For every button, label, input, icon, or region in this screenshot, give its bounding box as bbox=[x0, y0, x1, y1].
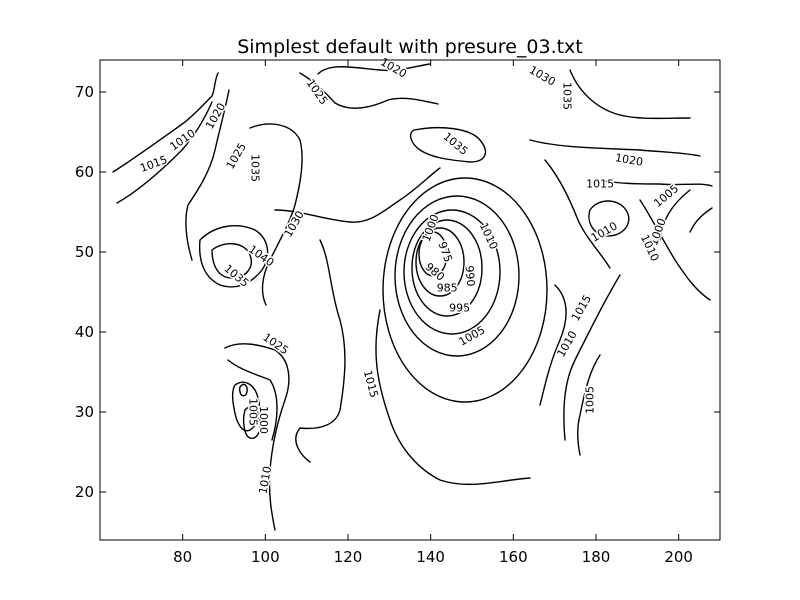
y-tick-label: 60 bbox=[75, 163, 94, 181]
x-tick-label: 140 bbox=[416, 548, 445, 566]
y-tick-label: 40 bbox=[75, 323, 94, 341]
contour-line bbox=[544, 159, 611, 269]
contour-line bbox=[224, 343, 290, 531]
x-tick-label: 180 bbox=[582, 548, 611, 566]
contour-line bbox=[529, 139, 701, 157]
y-tick-label: 50 bbox=[75, 243, 94, 261]
contour-line bbox=[403, 209, 501, 335]
contour-line bbox=[588, 200, 630, 237]
contour-line bbox=[227, 359, 278, 441]
contour-lines bbox=[112, 63, 713, 531]
contour-label: 995 bbox=[449, 302, 470, 315]
x-tick-label: 160 bbox=[499, 548, 528, 566]
contour-line bbox=[563, 274, 621, 441]
contour-label: 1005 bbox=[246, 398, 259, 426]
contour-line bbox=[639, 199, 711, 301]
contour-label: 990 bbox=[463, 265, 478, 287]
contour-line bbox=[238, 383, 248, 397]
contour-line bbox=[198, 224, 269, 288]
y-tick-label: 30 bbox=[75, 403, 94, 421]
contour-line bbox=[317, 63, 431, 75]
contour-line bbox=[112, 72, 219, 173]
contour-label: 1000 bbox=[257, 406, 270, 434]
contour-line bbox=[418, 231, 448, 277]
contour-line bbox=[231, 381, 261, 432]
contour-label: 1035 bbox=[249, 154, 262, 182]
contour-line bbox=[274, 167, 441, 463]
contour-line bbox=[659, 189, 713, 241]
contour-label: 985 bbox=[437, 282, 458, 295]
x-tick-label: 100 bbox=[251, 548, 280, 566]
contour-line bbox=[539, 284, 567, 406]
contour-line bbox=[299, 72, 439, 109]
contour-label: 1035 bbox=[561, 82, 574, 110]
plot-frame bbox=[99, 59, 721, 541]
contour-line bbox=[382, 177, 548, 403]
contour-line bbox=[116, 101, 213, 204]
y-tick-label: 20 bbox=[75, 483, 94, 501]
contour-line bbox=[249, 123, 303, 306]
contour-label: 1015 bbox=[586, 178, 614, 191]
x-tick-label: 200 bbox=[664, 548, 693, 566]
chart-title: Simplest default with presure_03.txt bbox=[237, 36, 583, 58]
y-tick-label: 70 bbox=[75, 83, 94, 101]
contour-label: 1005 bbox=[583, 386, 596, 414]
y-axis: 20 30 40 50 60 70 bbox=[75, 83, 720, 501]
contour-line bbox=[211, 243, 252, 279]
x-tick-label: 80 bbox=[173, 548, 192, 566]
contour-line bbox=[394, 195, 520, 357]
contour-line bbox=[242, 406, 262, 439]
contour-line bbox=[577, 354, 601, 456]
contour-line bbox=[185, 89, 230, 261]
x-tick-label: 120 bbox=[334, 548, 363, 566]
contour-line bbox=[411, 219, 483, 317]
contour-line bbox=[599, 179, 713, 187]
contour-line bbox=[409, 127, 487, 163]
contour-line bbox=[415, 227, 465, 297]
contour-line bbox=[569, 69, 691, 120]
x-axis: 80 100 120 140 160 180 200 bbox=[173, 60, 693, 566]
contour-line bbox=[375, 309, 531, 486]
